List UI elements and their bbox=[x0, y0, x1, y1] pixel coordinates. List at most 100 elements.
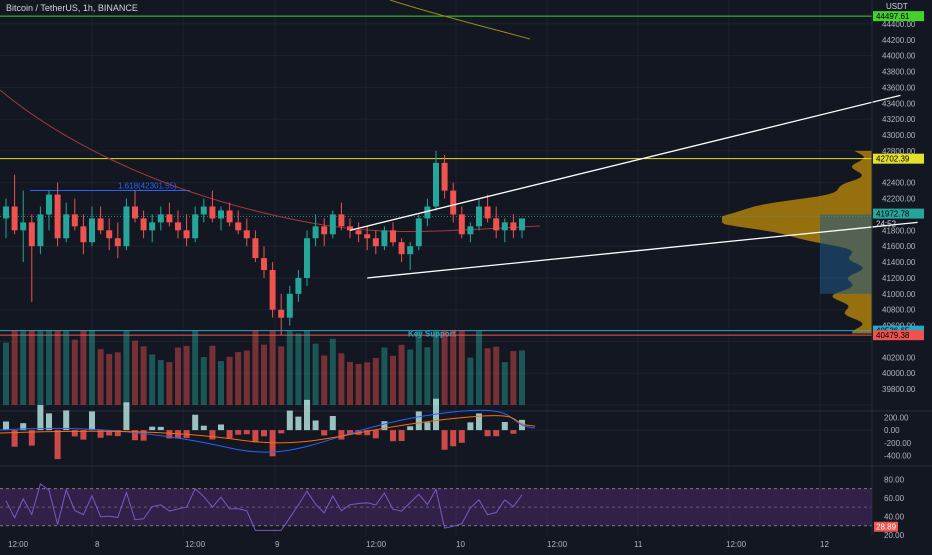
candle bbox=[347, 226, 353, 231]
volume-bar bbox=[3, 342, 9, 405]
wedge-lower bbox=[367, 221, 918, 279]
macd-histogram-bar bbox=[28, 430, 35, 446]
volume-bars bbox=[3, 330, 525, 405]
volume-bar bbox=[467, 357, 474, 405]
volume-bar bbox=[450, 330, 457, 405]
candles[interactable] bbox=[3, 150, 525, 336]
macd-histogram-bar bbox=[372, 430, 379, 439]
macd-tick-label: 200.00 bbox=[884, 413, 909, 422]
macd-histogram-bar bbox=[312, 420, 319, 431]
macd-histogram-bar bbox=[97, 430, 104, 438]
macd-histogram-bar bbox=[140, 430, 147, 441]
macd-histogram-bar bbox=[243, 430, 250, 435]
candle bbox=[519, 218, 525, 231]
time-tick-label: 8 bbox=[95, 540, 100, 549]
volume-bar bbox=[123, 330, 130, 405]
volume-bar bbox=[28, 330, 35, 405]
volume-bar bbox=[347, 361, 353, 405]
volume-bar bbox=[157, 360, 164, 405]
candle bbox=[114, 238, 121, 247]
macd-histogram-bar bbox=[364, 430, 371, 436]
volume-bar bbox=[286, 330, 293, 405]
candle bbox=[97, 218, 104, 231]
volume-bar bbox=[192, 330, 199, 405]
candle bbox=[433, 162, 439, 207]
volume-bar bbox=[295, 333, 302, 405]
macd-histogram-bar bbox=[390, 430, 396, 442]
volume-bar bbox=[80, 330, 87, 405]
volume-profile-shape bbox=[722, 150, 872, 334]
moving-average-red bbox=[0, 89, 541, 232]
volume-bar bbox=[149, 354, 156, 405]
time-tick-label: 12:00 bbox=[8, 540, 29, 549]
macd-histogram-bar bbox=[106, 430, 113, 436]
candle bbox=[192, 214, 199, 239]
candle bbox=[200, 206, 207, 215]
volume-bar bbox=[441, 330, 448, 405]
time-tick-label: 11 bbox=[634, 540, 643, 549]
macd-histogram-bar bbox=[510, 430, 517, 434]
macd-histogram-bar bbox=[278, 430, 285, 434]
candle bbox=[458, 214, 465, 235]
candle bbox=[80, 226, 87, 243]
volume-bar bbox=[321, 355, 328, 405]
candle bbox=[63, 214, 70, 239]
candle bbox=[390, 230, 396, 243]
volume-bar bbox=[355, 363, 362, 405]
macd-pane bbox=[0, 398, 932, 460]
candle bbox=[226, 210, 233, 223]
macd-histogram-bar bbox=[295, 416, 302, 431]
volume-bar bbox=[304, 330, 310, 405]
candle bbox=[218, 210, 224, 219]
price-tick-label: 43400.00 bbox=[882, 99, 916, 108]
volume-bar bbox=[243, 350, 250, 405]
macd-histogram-bar bbox=[321, 430, 328, 436]
rsi-line bbox=[5, 483, 523, 531]
moving-averages bbox=[0, 0, 541, 232]
candle bbox=[493, 218, 500, 231]
price-tick-label: 43800.00 bbox=[882, 68, 916, 77]
macd-histogram-bar bbox=[252, 430, 259, 443]
macd-histogram-bar bbox=[424, 422, 431, 431]
candle bbox=[261, 258, 267, 271]
macd-histogram-bar bbox=[3, 421, 9, 431]
candle bbox=[424, 206, 431, 219]
volume-bar bbox=[381, 347, 388, 405]
price-tick-label: 41000.00 bbox=[882, 290, 916, 299]
volume-bar bbox=[519, 350, 525, 405]
candle bbox=[441, 162, 448, 191]
candle bbox=[467, 226, 474, 235]
price-tick-label: 43600.00 bbox=[882, 83, 916, 92]
volume-bar bbox=[476, 330, 482, 405]
price-tick-label: 42800.00 bbox=[882, 147, 916, 156]
volume-bar bbox=[20, 330, 27, 405]
upper-level-label: 44497.61 bbox=[876, 12, 910, 21]
time-tick-label: 10 bbox=[456, 540, 465, 549]
price-tick-label: 42200.00 bbox=[882, 195, 916, 204]
candle bbox=[355, 230, 362, 235]
macd-histogram-bar bbox=[501, 422, 508, 431]
candle bbox=[235, 222, 242, 231]
resistance-level-badge bbox=[873, 153, 924, 164]
volume-bar bbox=[424, 347, 431, 405]
macd-histogram-bar bbox=[484, 430, 491, 437]
volume-bar bbox=[209, 345, 216, 405]
price-tick-label: 44000.00 bbox=[882, 52, 916, 61]
rsi-current-badge bbox=[874, 521, 898, 532]
volume-bar bbox=[175, 347, 181, 405]
volume-bar bbox=[458, 330, 465, 405]
volume-bar bbox=[63, 330, 70, 405]
candle bbox=[209, 206, 216, 219]
candle bbox=[364, 234, 371, 239]
upper-level-badge bbox=[873, 11, 924, 22]
signal-line bbox=[0, 415, 536, 444]
candle bbox=[407, 246, 414, 255]
trendlines[interactable] bbox=[349, 94, 918, 279]
candle bbox=[132, 206, 138, 219]
candle bbox=[11, 206, 18, 231]
macd-histogram-bar bbox=[114, 430, 121, 437]
candle bbox=[398, 242, 405, 255]
volume-bar bbox=[54, 330, 61, 405]
